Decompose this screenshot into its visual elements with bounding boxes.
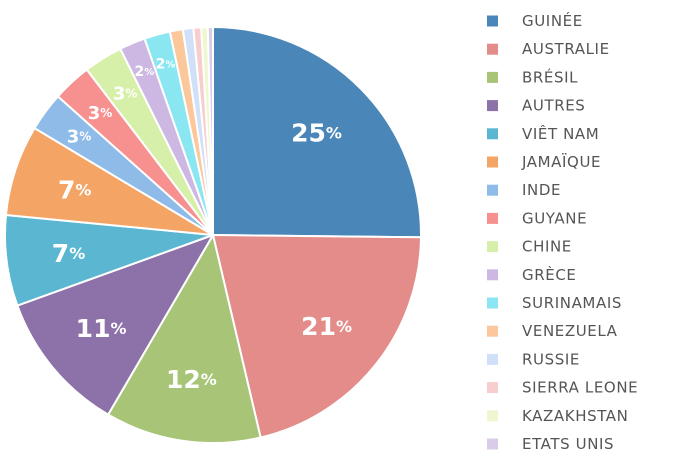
slice-value-label: 7% xyxy=(58,175,91,204)
legend-swatch xyxy=(487,241,498,253)
legend-item: AUTRES xyxy=(487,97,585,115)
legend-label: JAMAÏQUE xyxy=(521,152,601,171)
pie-slices xyxy=(4,26,422,444)
legend: GUINÉE AUSTRALIE BRÉSIL AUTRES VIÊT NAM JAMAÏ… xyxy=(487,11,638,453)
legend-swatch xyxy=(487,15,498,27)
slice-value-label: 2% xyxy=(135,64,155,80)
legend-label: ETATS UNIS xyxy=(522,435,614,453)
legend-swatch xyxy=(487,43,498,55)
legend-swatch xyxy=(487,410,498,422)
pie-slice-2 xyxy=(107,234,262,444)
legend-item: VIÊT NAM xyxy=(487,124,599,143)
slice-value-label: 11% xyxy=(76,314,127,343)
legend-item: CHINE xyxy=(487,238,572,256)
slice-value-label: 7% xyxy=(52,239,85,268)
legend-item: AUSTRALIE xyxy=(487,40,610,58)
legend-swatch xyxy=(487,269,498,281)
legend-label: BRÉSIL xyxy=(522,67,578,86)
legend-item: JAMAÏQUE xyxy=(487,152,601,171)
legend-item: VENEZUELA xyxy=(487,322,618,340)
legend-swatch xyxy=(487,156,498,168)
legend-item: GUYANE xyxy=(487,209,587,227)
legend-item: SURINAMAIS xyxy=(487,294,622,312)
legend-item: KAZAKHSTAN xyxy=(487,407,629,425)
legend-label: AUTRES xyxy=(522,97,585,115)
legend-item: GUINÉE xyxy=(487,11,583,30)
legend-swatch xyxy=(487,438,498,450)
legend-swatch xyxy=(487,382,498,394)
legend-swatch xyxy=(487,71,498,83)
legend-swatch xyxy=(487,212,498,224)
legend-item: ETATS UNIS xyxy=(487,435,614,453)
legend-label: CHINE xyxy=(522,238,572,256)
legend-label: SURINAMAIS xyxy=(522,294,622,312)
legend-swatch xyxy=(487,325,498,337)
legend-item: BRÉSIL xyxy=(487,67,578,86)
pie-slice-1 xyxy=(212,234,422,439)
pie-slice-15 xyxy=(206,26,214,236)
legend-label: SIERRA LEONE xyxy=(522,379,638,397)
pie-slice-0 xyxy=(212,26,422,239)
legend-label: VENEZUELA xyxy=(522,322,618,340)
legend-swatch xyxy=(487,297,498,309)
legend-label: GRÈCE xyxy=(522,265,576,284)
legend-label: VIÊT NAM xyxy=(522,124,599,143)
legend-label: GUYANE xyxy=(522,209,587,227)
legend-label: GUINÉE xyxy=(522,11,583,30)
legend-swatch xyxy=(487,184,498,196)
legend-label: RUSSIE xyxy=(522,350,580,368)
slice-value-label: 3% xyxy=(88,102,113,123)
legend-label: KAZAKHSTAN xyxy=(522,407,629,425)
legend-label: INDE xyxy=(522,181,561,199)
legend-swatch xyxy=(487,353,498,365)
slice-value-label: 3% xyxy=(113,83,138,104)
legend-swatch xyxy=(487,100,498,112)
pie-slice-labels: 25%21%12%11%7%7%3%3%3%2% 2% xyxy=(52,57,352,394)
slice-value-label: 3% xyxy=(67,126,92,147)
legend-swatch xyxy=(487,128,498,140)
slice-value-label: 2% xyxy=(156,57,176,73)
slice-value-label: 25% xyxy=(291,118,342,147)
legend-label: AUSTRALIE xyxy=(522,40,610,58)
slice-value-label: 21% xyxy=(301,312,352,341)
slice-value-label: 12% xyxy=(166,365,217,394)
legend-item: RUSSIE xyxy=(487,350,580,368)
pie-slice-3 xyxy=(16,234,214,416)
legend-item: GRÈCE xyxy=(487,265,576,284)
legend-item: SIERRA LEONE xyxy=(487,379,638,397)
legend-item: INDE xyxy=(487,181,561,199)
